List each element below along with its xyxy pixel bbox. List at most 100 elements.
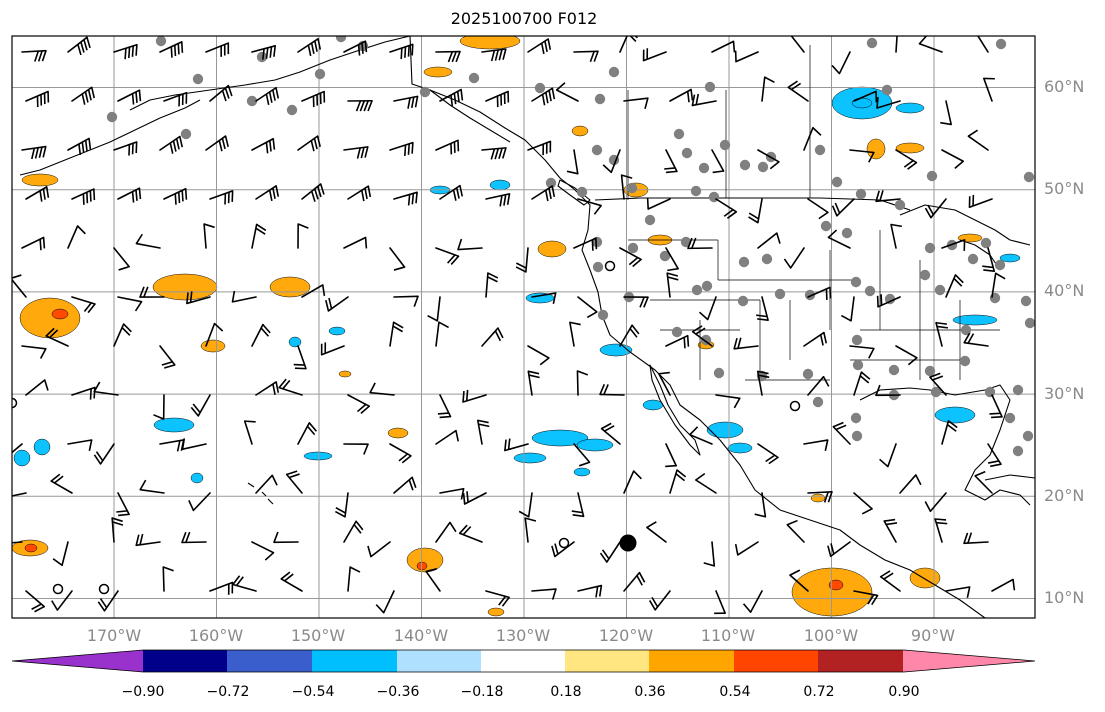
calm-marker xyxy=(604,260,616,272)
barb-feather xyxy=(983,269,995,272)
station-dot xyxy=(850,276,862,288)
barb-staff xyxy=(162,566,165,592)
barb-feather xyxy=(758,374,770,379)
wind-barb xyxy=(849,345,875,359)
barb-feather xyxy=(879,190,884,202)
barb-feather xyxy=(272,138,276,150)
barb-feather xyxy=(177,43,180,55)
wind-barb xyxy=(573,237,598,251)
wind-barb xyxy=(666,272,679,298)
barb-feather xyxy=(321,284,326,296)
barb-feather xyxy=(830,543,835,555)
wind-barb xyxy=(703,541,716,567)
barb-feather xyxy=(975,30,986,32)
barb-staff xyxy=(991,272,997,298)
wind-barb xyxy=(190,394,211,417)
positive-anomaly xyxy=(21,173,59,187)
barb-feather xyxy=(438,321,449,329)
colorbar xyxy=(11,649,1036,673)
station-dot xyxy=(866,37,878,49)
barb-feather xyxy=(135,534,140,546)
wind-barb xyxy=(963,532,989,545)
barb-staff xyxy=(12,541,23,544)
barb-feather xyxy=(359,100,366,112)
barb-feather xyxy=(272,187,276,199)
barb-feather xyxy=(776,232,781,244)
barb-feather xyxy=(860,371,871,380)
barb-feather xyxy=(355,100,362,112)
barb-feather xyxy=(569,321,581,326)
barb-feather xyxy=(84,91,89,103)
barb-feather xyxy=(265,93,270,106)
barb-feather xyxy=(890,223,903,228)
barb-feather xyxy=(598,585,603,597)
barb-feather xyxy=(31,603,42,610)
station-dot xyxy=(591,144,603,156)
barb-feather xyxy=(871,594,879,606)
barb-feather xyxy=(256,223,267,232)
barb-feather xyxy=(936,521,948,525)
barb-feather xyxy=(754,513,766,518)
barb-staff xyxy=(12,443,23,454)
barb-feather xyxy=(462,526,472,536)
barb-feather xyxy=(269,140,272,152)
barb-feather xyxy=(284,573,294,582)
wind-barb xyxy=(987,443,1002,468)
barb-feather xyxy=(548,90,552,102)
station-dot xyxy=(256,51,268,63)
barb-feather xyxy=(748,216,759,224)
wind-barb xyxy=(975,30,989,53)
wind-barb xyxy=(841,296,855,322)
barb-feather xyxy=(0,533,1,544)
colorbar-segment xyxy=(12,650,143,672)
station-dot xyxy=(106,111,118,123)
barb-feather xyxy=(375,604,385,614)
barb-feather xyxy=(93,454,102,465)
wind-barb xyxy=(67,137,92,156)
barb-feather xyxy=(447,51,454,63)
barb-staff xyxy=(786,523,805,543)
station-dot xyxy=(761,253,773,265)
barb-staff xyxy=(181,443,207,451)
station-dot xyxy=(1012,445,1024,457)
barb-feather xyxy=(676,469,687,478)
wind-barb xyxy=(619,247,642,268)
barb-feather xyxy=(629,36,637,42)
station-dot xyxy=(919,269,931,281)
barb-feather xyxy=(116,510,128,513)
station-dot xyxy=(739,159,751,171)
wind-barb xyxy=(945,586,971,598)
station-dot xyxy=(757,161,769,173)
barb-staff xyxy=(807,198,829,214)
wind-barb xyxy=(576,370,589,396)
barb-feather xyxy=(733,397,741,409)
barb-feather xyxy=(186,292,189,304)
barb-feather xyxy=(180,41,184,53)
wind-barb xyxy=(531,87,556,106)
wind-barb xyxy=(551,541,575,558)
station-dot xyxy=(934,284,946,296)
negative-anomaly xyxy=(513,452,547,464)
barb-feather xyxy=(89,190,92,202)
station-dot xyxy=(850,412,862,424)
colorbar-outline xyxy=(11,649,1036,673)
station-dot xyxy=(1012,384,1024,396)
barb-feather xyxy=(466,491,469,503)
colorbar-tick: 0.90 xyxy=(888,684,920,700)
barb-feather xyxy=(401,455,412,464)
barb-feather xyxy=(235,576,244,587)
barb-feather xyxy=(189,291,193,303)
wind-barb xyxy=(347,566,361,592)
wind-barb xyxy=(162,566,174,592)
barb-feather xyxy=(768,456,779,465)
barb-staff xyxy=(757,232,778,249)
coastline xyxy=(247,482,274,505)
barb-staff xyxy=(555,89,579,102)
barb-feather xyxy=(783,258,792,269)
lat-label-10n: 10°N xyxy=(1044,588,1085,607)
wind-barb xyxy=(895,36,898,53)
barb-feather xyxy=(190,406,199,417)
barb-feather xyxy=(822,376,830,387)
barb-feather xyxy=(364,237,368,249)
wind-barb xyxy=(71,296,96,314)
